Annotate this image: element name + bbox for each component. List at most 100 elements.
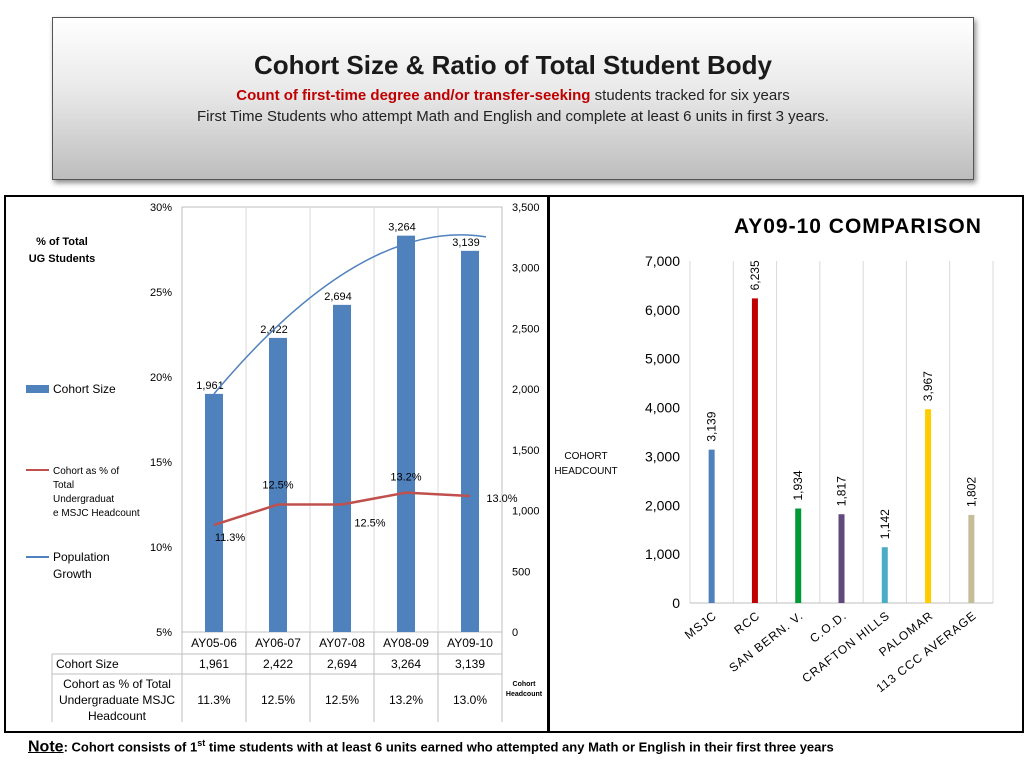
y-axis-tick-label: 7,000 bbox=[645, 253, 680, 269]
right-axis-tick-label: 1,000 bbox=[512, 506, 540, 518]
right-axis-tick-label: 2,500 bbox=[512, 323, 540, 335]
comparison-chart-title: AY09-10 COMPARISON bbox=[734, 215, 982, 238]
legend-swatch-bar bbox=[26, 385, 49, 393]
y-axis-tick-label: 5,000 bbox=[645, 351, 680, 367]
cohort-chart: 30% 25% 20% 15% 10% 5% 3,500 3,000 2,500 2,000 1,5… bbox=[26, 202, 608, 723]
page-title: Cohort Size & Ratio of Total Student Bod… bbox=[253, 50, 773, 80]
comparison-bar bbox=[838, 514, 845, 603]
cohort-axis-label-line2: HEADCOUNT bbox=[554, 466, 617, 477]
cohort-axis-label-line1: COHORT bbox=[564, 451, 607, 462]
right-axis-tick-label: 3,000 bbox=[512, 263, 540, 275]
comparison-bar bbox=[881, 547, 888, 603]
legend-label: Population bbox=[53, 550, 110, 564]
comparison-bar bbox=[708, 449, 715, 603]
right-axis-tick-label: 500 bbox=[512, 566, 530, 578]
cohort-chart-panel: 30% 25% 20% 15% 10% 5% 3,500 3,000 2,500 2,000 1,5… bbox=[4, 195, 608, 733]
legend-label: Total bbox=[53, 480, 74, 491]
table-cell: 11.3% bbox=[197, 693, 230, 707]
cohort-percent-data-label: 11.3% bbox=[215, 532, 246, 544]
cohort-size-bar bbox=[397, 235, 415, 632]
comparison-data-label: 3,967 bbox=[921, 371, 935, 401]
left-axis-tick-label: 20% bbox=[150, 372, 172, 384]
y-axis-tick-label: 6,000 bbox=[645, 302, 680, 318]
cohort-percent-data-label: 12.5% bbox=[262, 480, 293, 492]
category-label: AY08-09 bbox=[383, 636, 429, 650]
right-axis-tick-label: 0 bbox=[512, 627, 518, 639]
comparison-bar bbox=[925, 409, 932, 603]
cohort-size-bar bbox=[333, 304, 351, 632]
table-row-header: Cohort Size bbox=[56, 657, 119, 671]
left-axis-title-line1: % of Total bbox=[36, 236, 88, 248]
cohort-size-bar bbox=[461, 250, 479, 633]
y-axis-tick-label: 1,000 bbox=[645, 546, 680, 562]
comparison-chart: AY09-10 COMPARISON 7,000 6,000 5,000 4,000 3,… bbox=[554, 215, 994, 695]
note-text-after: time students with at least 6 units earn… bbox=[205, 739, 834, 755]
legend-label: Cohort as % of bbox=[53, 466, 119, 477]
left-axis-tick-label: 15% bbox=[150, 457, 172, 469]
left-axis-tick-label: 10% bbox=[150, 542, 172, 554]
comparison-chart-panel: AY09-10 COMPARISON 7,000 6,000 5,000 4,000 3,… bbox=[548, 195, 1024, 733]
cohort-size-bar bbox=[269, 337, 287, 632]
cohort-size-data-label: 3,264 bbox=[388, 222, 416, 234]
cohort-percent-data-label: 12.5% bbox=[354, 518, 385, 530]
legend-label: Growth bbox=[53, 567, 92, 581]
y-axis-tick-label: 3,000 bbox=[645, 448, 680, 464]
comparison-data-label: 1,817 bbox=[835, 476, 849, 506]
table-cell: 12.5% bbox=[261, 693, 295, 707]
cohort-small-label-line1: Cohort bbox=[513, 681, 537, 688]
cohort-percent-data-label: 13.2% bbox=[390, 472, 421, 484]
cohort-percent-line bbox=[213, 491, 471, 527]
comparison-data-label: 1,142 bbox=[878, 509, 892, 539]
cohort-small-label-line2: Headcount bbox=[506, 691, 543, 698]
comparison-bar bbox=[795, 508, 802, 603]
category-label: AY09-10 bbox=[447, 636, 493, 650]
category-label: AY06-07 bbox=[255, 636, 301, 650]
comparison-data-label: 6,235 bbox=[748, 260, 762, 290]
comparison-category-label: RCC bbox=[731, 608, 762, 637]
left-axis-tick-label: 25% bbox=[150, 287, 172, 299]
subtitle-highlight: Count of first-time degree and/or transf… bbox=[236, 87, 591, 104]
table-cell: 1,961 bbox=[199, 657, 229, 671]
comparison-bar bbox=[751, 298, 758, 603]
comparison-data-label: 1,934 bbox=[791, 470, 805, 500]
comparison-category-label: MSJC bbox=[682, 608, 720, 642]
cohort-percent-data-label: 13.0% bbox=[486, 493, 517, 505]
legend-label: Cohort Size bbox=[53, 382, 116, 396]
footnote: Note: Cohort consists of 1st time studen… bbox=[28, 738, 834, 756]
table-row-header: Headcount bbox=[88, 709, 147, 723]
legend-label: e MSJC Headcount bbox=[53, 508, 140, 519]
subtitle-rest: students tracked for six years bbox=[590, 87, 790, 104]
table-cell: 12.5% bbox=[325, 693, 359, 707]
comparison-category-label: SAN BERN. V. bbox=[726, 608, 806, 675]
header-banner: Cohort Size & Ratio of Total Student Bod… bbox=[52, 17, 974, 180]
category-label: AY05-06 bbox=[191, 636, 237, 650]
right-axis-tick-label: 2,000 bbox=[512, 384, 540, 396]
comparison-data-label: 1,802 bbox=[964, 477, 978, 507]
table-cell: 2,422 bbox=[263, 657, 293, 671]
population-growth-trendline bbox=[213, 234, 487, 395]
table-cell: 3,264 bbox=[391, 657, 421, 671]
legend-label: Undergraduat bbox=[53, 494, 114, 505]
cohort-size-data-label: 1,961 bbox=[196, 380, 224, 392]
left-axis-title-line2: UG Students bbox=[29, 253, 96, 265]
comparison-data-label: 3,139 bbox=[705, 411, 719, 441]
category-label: AY07-08 bbox=[319, 636, 365, 650]
note-superscript: st bbox=[197, 738, 206, 748]
table-cell: 2,694 bbox=[327, 657, 357, 671]
right-axis-tick-label: 3,500 bbox=[512, 202, 540, 214]
note-label: Note bbox=[28, 738, 64, 756]
table-row-header: Cohort as % of Total bbox=[63, 677, 171, 691]
comparison-bar bbox=[968, 514, 975, 603]
y-axis-tick-label: 0 bbox=[672, 595, 680, 611]
table-row-header: Undergraduate MSJC bbox=[59, 693, 175, 707]
y-axis-tick-label: 2,000 bbox=[645, 497, 680, 513]
right-axis-tick-label: 1,500 bbox=[512, 445, 540, 457]
y-axis-tick-label: 4,000 bbox=[645, 400, 680, 416]
cohort-size-data-label: 3,139 bbox=[452, 237, 480, 249]
table-cell: 3,139 bbox=[455, 657, 485, 671]
left-axis-tick-label: 5% bbox=[156, 627, 172, 639]
cohort-size-data-label: 2,694 bbox=[324, 291, 352, 303]
cohort-size-bar bbox=[205, 393, 223, 632]
table-cell: 13.0% bbox=[453, 693, 487, 707]
subtitle-line-2: First Time Students who attempt Math and… bbox=[197, 108, 829, 125]
